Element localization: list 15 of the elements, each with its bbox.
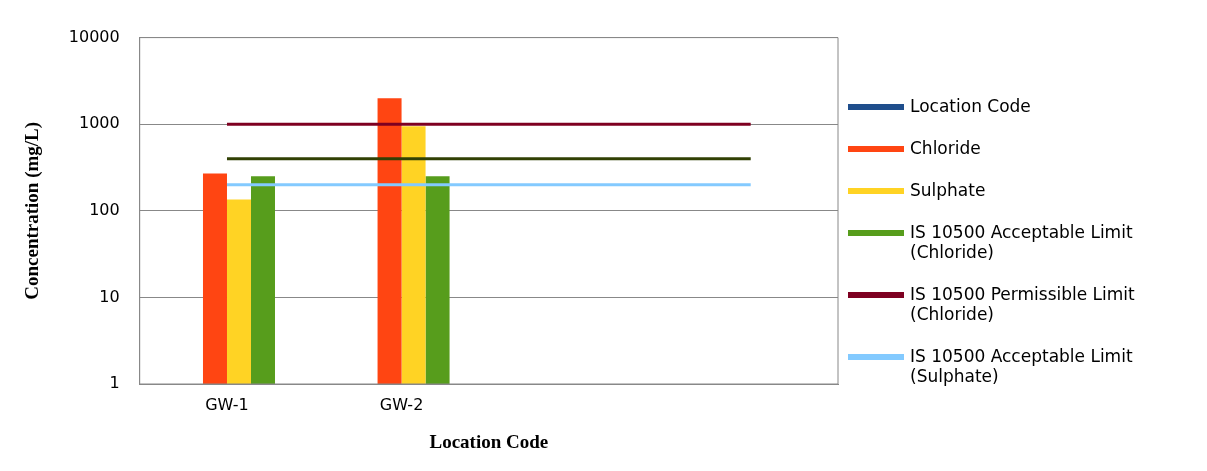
legend-label: Location Code: [910, 95, 1031, 116]
legend-label: Sulphate: [910, 179, 986, 200]
legend-label: IS 10500 Acceptable Limit (Chloride): [910, 221, 1134, 262]
y-tick-label: 1000: [78, 113, 120, 133]
x-axis-title: Location Code: [429, 430, 549, 452]
y-axis-title: Concentration (mg/L): [21, 121, 44, 300]
y-tick-label: 1: [109, 373, 120, 393]
y-tick-label: 100: [89, 199, 120, 219]
legend-label: IS 10500 Acceptable Limit (Sulphate): [910, 345, 1134, 386]
legend-label: IS 10500 Permissible Limit (Chloride): [910, 283, 1136, 324]
x-tick-label: GW-2: [379, 394, 424, 414]
y-tick-label: 10000: [68, 26, 120, 46]
y-tick-label: 10: [99, 286, 120, 306]
legend-label: Chloride: [910, 137, 981, 158]
x-tick-label: GW-1: [205, 394, 249, 414]
